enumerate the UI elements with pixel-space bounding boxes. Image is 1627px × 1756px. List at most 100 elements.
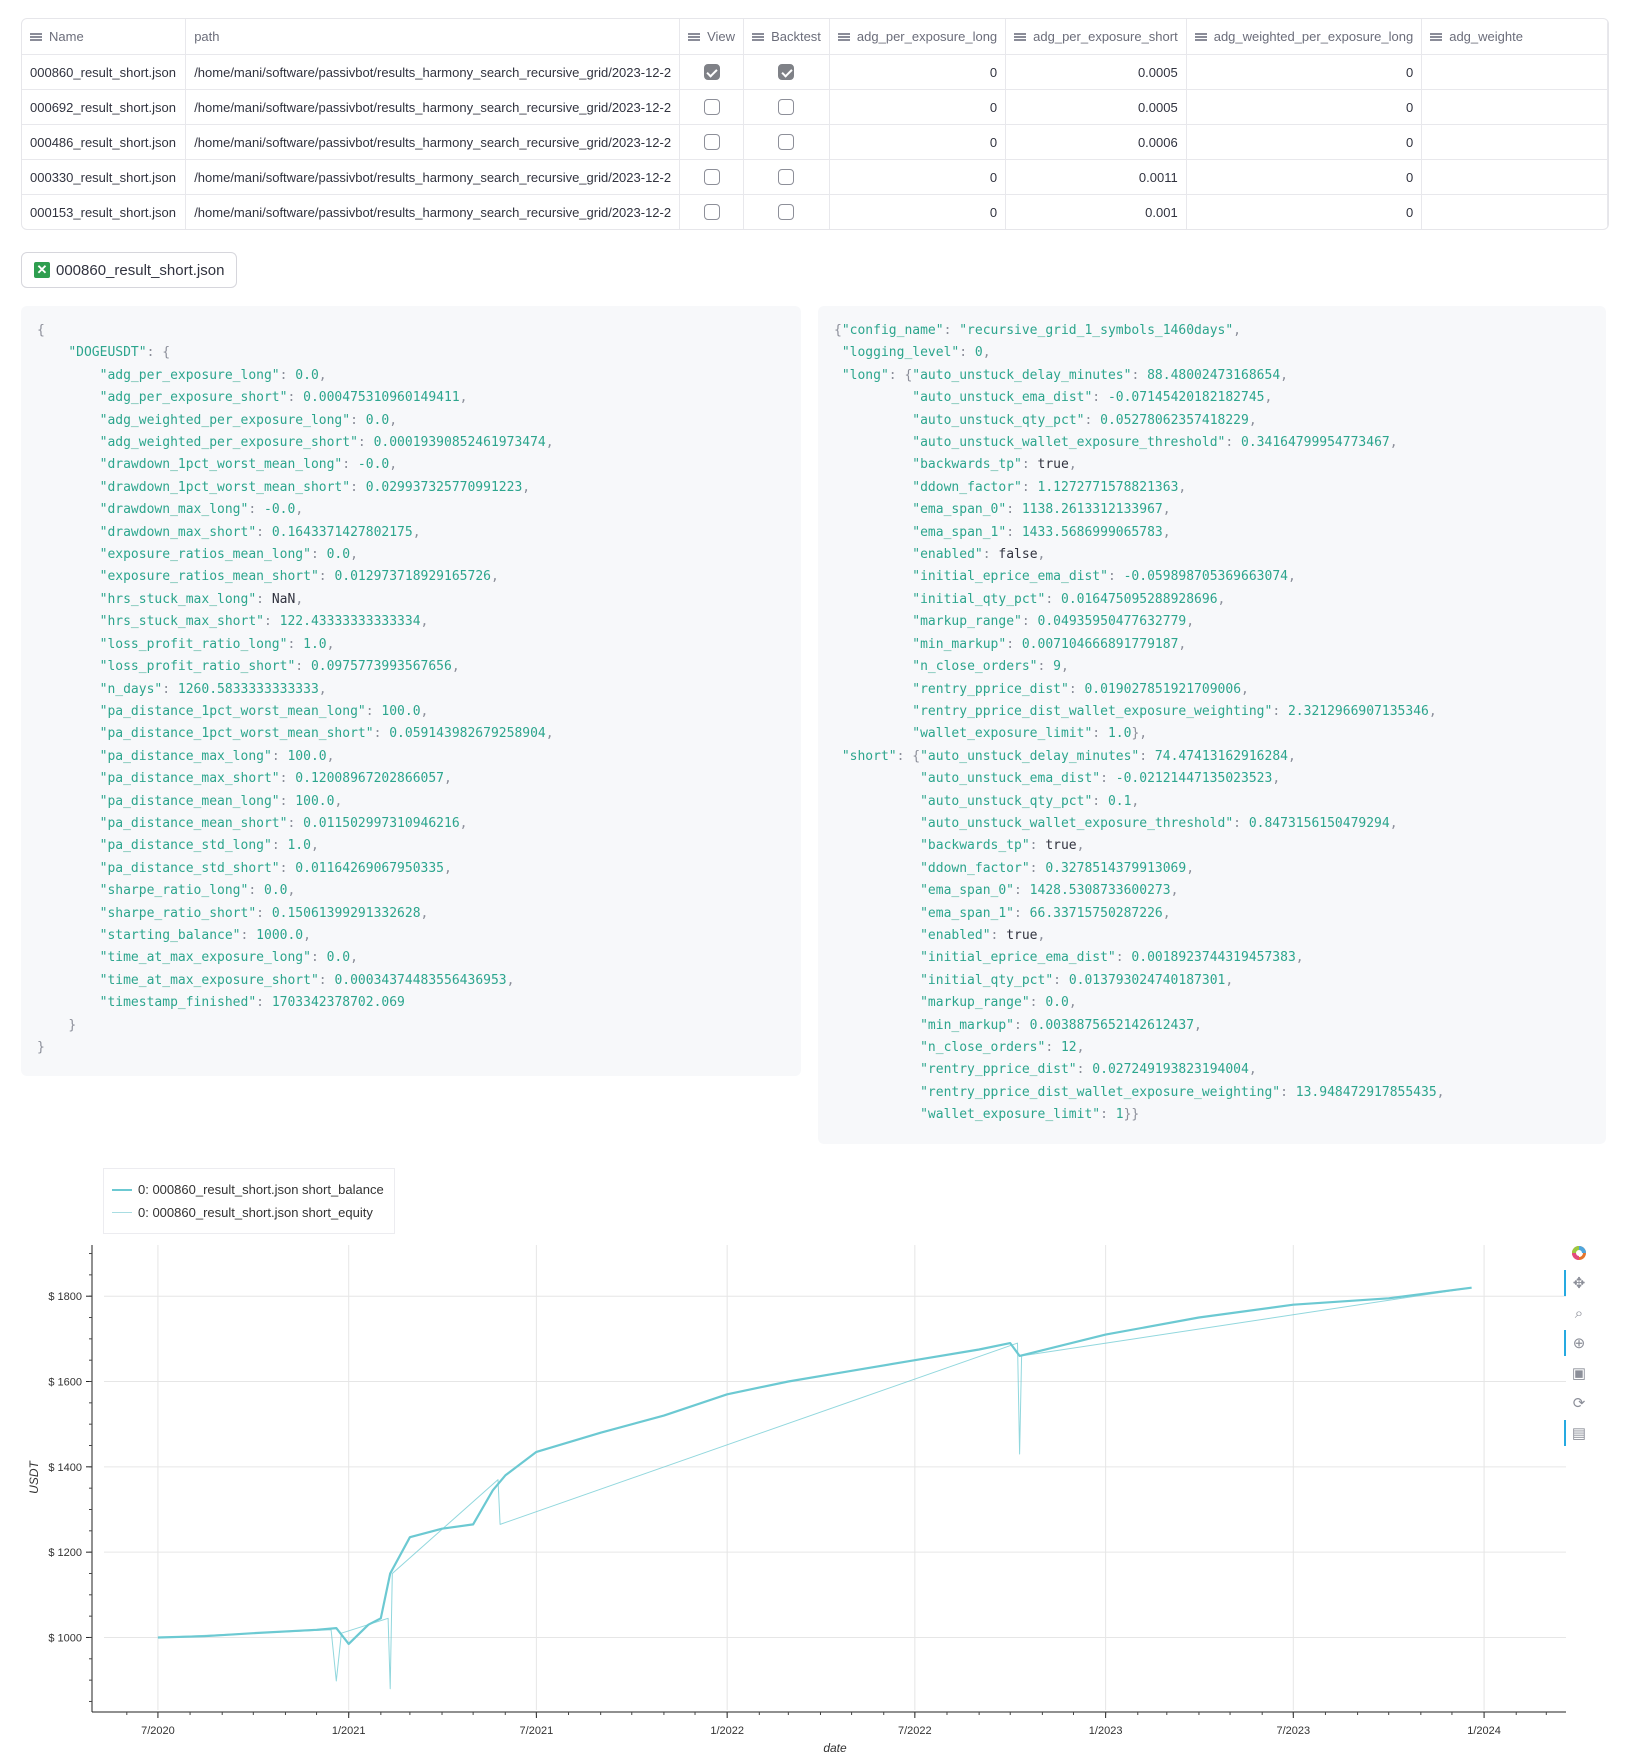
cell-adg-long[interactable]: 0 <box>829 124 1007 160</box>
legend-item-balance[interactable]: 0: 000860_result_short.json short_balanc… <box>104 1178 394 1201</box>
cell-adg-weighted-short[interactable] <box>1421 124 1608 160</box>
selected-result-tag[interactable]: ✕ 000860_result_short.json <box>21 252 238 288</box>
cell-backtest[interactable] <box>743 124 830 160</box>
backtest-checkbox[interactable] <box>778 134 795 151</box>
cell-adg-short[interactable]: 0.0006 <box>1005 124 1187 160</box>
pan-icon[interactable]: ✥ <box>1564 1270 1592 1296</box>
cell-backtest[interactable] <box>743 194 830 229</box>
cell-path[interactable]: /home/mani/software/passivbot/results_ha… <box>185 124 681 160</box>
column-header-adg-long[interactable]: adg_per_exposure_long <box>829 19 1007 55</box>
column-header-adg-weighted-long[interactable]: adg_weighted_per_exposure_long <box>1186 19 1423 55</box>
balance-chart[interactable]: 7/2020 1/2021 7/2021 1/2022 7/2022 1/2023 7/20… <box>0 1236 1627 1756</box>
view-checkbox[interactable] <box>703 204 720 221</box>
cell-adg-weighted-long[interactable]: 0 <box>1186 124 1423 160</box>
cell-adg-weighted-short[interactable] <box>1421 194 1608 229</box>
cell-name[interactable]: 000153_result_short.json <box>22 194 187 229</box>
column-header-path[interactable]: path <box>185 19 681 55</box>
cell-backtest[interactable] <box>743 89 830 125</box>
y-tick-label: $ 1400 <box>48 1462 82 1474</box>
json-key: "auto_unstuck_delay_minutes" <box>920 748 1140 764</box>
json-value: 100.0 <box>287 748 327 764</box>
json-key: "auto_unstuck_ema_dist" <box>920 771 1101 787</box>
cell-view[interactable] <box>679 89 745 125</box>
cell-name[interactable]: 000692_result_short.json <box>22 89 187 125</box>
cell-adg-long[interactable]: 0 <box>829 89 1007 125</box>
backtest-checkbox[interactable] <box>778 204 795 221</box>
column-header-view[interactable]: View <box>679 19 745 55</box>
backtest-checkbox[interactable] <box>778 64 795 81</box>
json-value: 0.8473156150479294 <box>1248 815 1390 831</box>
reset-icon[interactable]: ⟳ <box>1572 1395 1586 1412</box>
series-line-balance[interactable] <box>157 1286 1472 1645</box>
column-header-name[interactable]: Name <box>22 19 187 55</box>
table-row[interactable]: 000330_result_short.json/home/mani/softw… <box>22 159 1608 195</box>
json-key: "min_markup" <box>912 636 1007 652</box>
view-checkbox[interactable] <box>703 64 720 81</box>
cell-adg-weighted-long[interactable]: 0 <box>1186 159 1423 195</box>
cell-adg-weighted-short[interactable] <box>1421 89 1608 125</box>
bokeh-logo-icon[interactable] <box>1566 1240 1592 1266</box>
box-zoom-icon[interactable]: ⌕ <box>1574 1304 1584 1322</box>
json-key: "time_at_max_exposure_short" <box>99 972 319 988</box>
cell-view[interactable] <box>679 194 745 229</box>
json-value: true <box>1006 927 1038 943</box>
cell-path[interactable]: /home/mani/software/passivbot/results_ha… <box>185 54 681 90</box>
json-key: "exposure_ratios_mean_long" <box>99 547 311 563</box>
cell-adg-weighted-short[interactable] <box>1421 54 1608 90</box>
cell-adg-weighted-short[interactable] <box>1421 159 1608 195</box>
json-key: "adg_per_exposure_short" <box>99 390 288 406</box>
x-tick-label: 7/2021 <box>520 1725 554 1737</box>
json-value: -0.059898705369663074 <box>1123 569 1288 585</box>
cell-adg-weighted-long[interactable]: 0 <box>1186 54 1423 90</box>
json-key: "backwards_tp" <box>920 838 1030 854</box>
json-value: 0.0 <box>326 547 351 563</box>
cell-adg-weighted-long[interactable]: 0 <box>1186 194 1423 229</box>
cell-adg-weighted-long[interactable]: 0 <box>1186 89 1423 125</box>
cell-backtest[interactable] <box>743 159 830 195</box>
table-row[interactable]: 000860_result_short.json/home/mani/softw… <box>22 54 1608 90</box>
json-value: 1.0 <box>287 838 311 854</box>
table-row[interactable]: 000692_result_short.json/home/mani/softw… <box>22 89 1608 125</box>
json-value: 13.948472917855435 <box>1295 1084 1437 1100</box>
y-axis-label: USDT <box>27 1460 41 1494</box>
column-header-backtest[interactable]: Backtest <box>743 19 830 55</box>
json-value: 0.15061399291332628 <box>271 905 421 921</box>
column-header-adg-weighted-short[interactable]: adg_weighte <box>1421 19 1608 55</box>
cell-path[interactable]: /home/mani/software/passivbot/results_ha… <box>185 194 681 229</box>
json-key: "pa_distance_mean_short" <box>99 815 288 831</box>
wheel-zoom-icon[interactable]: ⊕ <box>1564 1330 1592 1356</box>
table-row[interactable]: 000153_result_short.json/home/mani/softw… <box>22 194 1608 229</box>
hover-icon[interactable]: ▤ <box>1564 1420 1592 1446</box>
cell-adg-short[interactable]: 0.0005 <box>1005 54 1187 90</box>
cell-name[interactable]: 000860_result_short.json <box>22 54 187 90</box>
cell-path[interactable]: /home/mani/software/passivbot/results_ha… <box>185 89 681 125</box>
series-line-equity[interactable] <box>157 1287 1472 1690</box>
json-key: "loss_profit_ratio_long" <box>99 636 288 652</box>
cell-path[interactable]: /home/mani/software/passivbot/results_ha… <box>185 159 681 195</box>
cell-adg-long[interactable]: 0 <box>829 54 1007 90</box>
table-row[interactable]: 000486_result_short.json/home/mani/softw… <box>22 124 1608 160</box>
view-checkbox[interactable] <box>703 169 720 186</box>
column-menu-icon <box>1014 33 1027 42</box>
cell-view[interactable] <box>679 159 745 195</box>
close-x-icon[interactable]: ✕ <box>34 262 50 278</box>
backtest-checkbox[interactable] <box>778 99 795 116</box>
legend-item-equity[interactable]: 0: 000860_result_short.json short_equity <box>104 1201 394 1224</box>
cell-name[interactable]: 000486_result_short.json <box>22 124 187 160</box>
cell-adg-short[interactable]: 0.001 <box>1005 194 1187 229</box>
json-key: "wallet_exposure_limit" <box>920 1107 1101 1123</box>
cell-view[interactable] <box>679 124 745 160</box>
cell-adg-short[interactable]: 0.0005 <box>1005 89 1187 125</box>
json-key: "rentry_pprice_dist_wallet_exposure_weig… <box>912 703 1273 719</box>
column-header-adg-short[interactable]: adg_per_exposure_short <box>1005 19 1187 55</box>
cell-adg-long[interactable]: 0 <box>829 194 1007 229</box>
save-icon[interactable]: ▣ <box>1571 1365 1587 1382</box>
cell-view[interactable] <box>679 54 745 90</box>
backtest-checkbox[interactable] <box>778 169 795 186</box>
cell-backtest[interactable] <box>743 54 830 90</box>
view-checkbox[interactable] <box>703 99 720 116</box>
cell-name[interactable]: 000330_result_short.json <box>22 159 187 195</box>
cell-adg-short[interactable]: 0.0011 <box>1005 159 1187 195</box>
cell-adg-long[interactable]: 0 <box>829 159 1007 195</box>
view-checkbox[interactable] <box>703 134 720 151</box>
